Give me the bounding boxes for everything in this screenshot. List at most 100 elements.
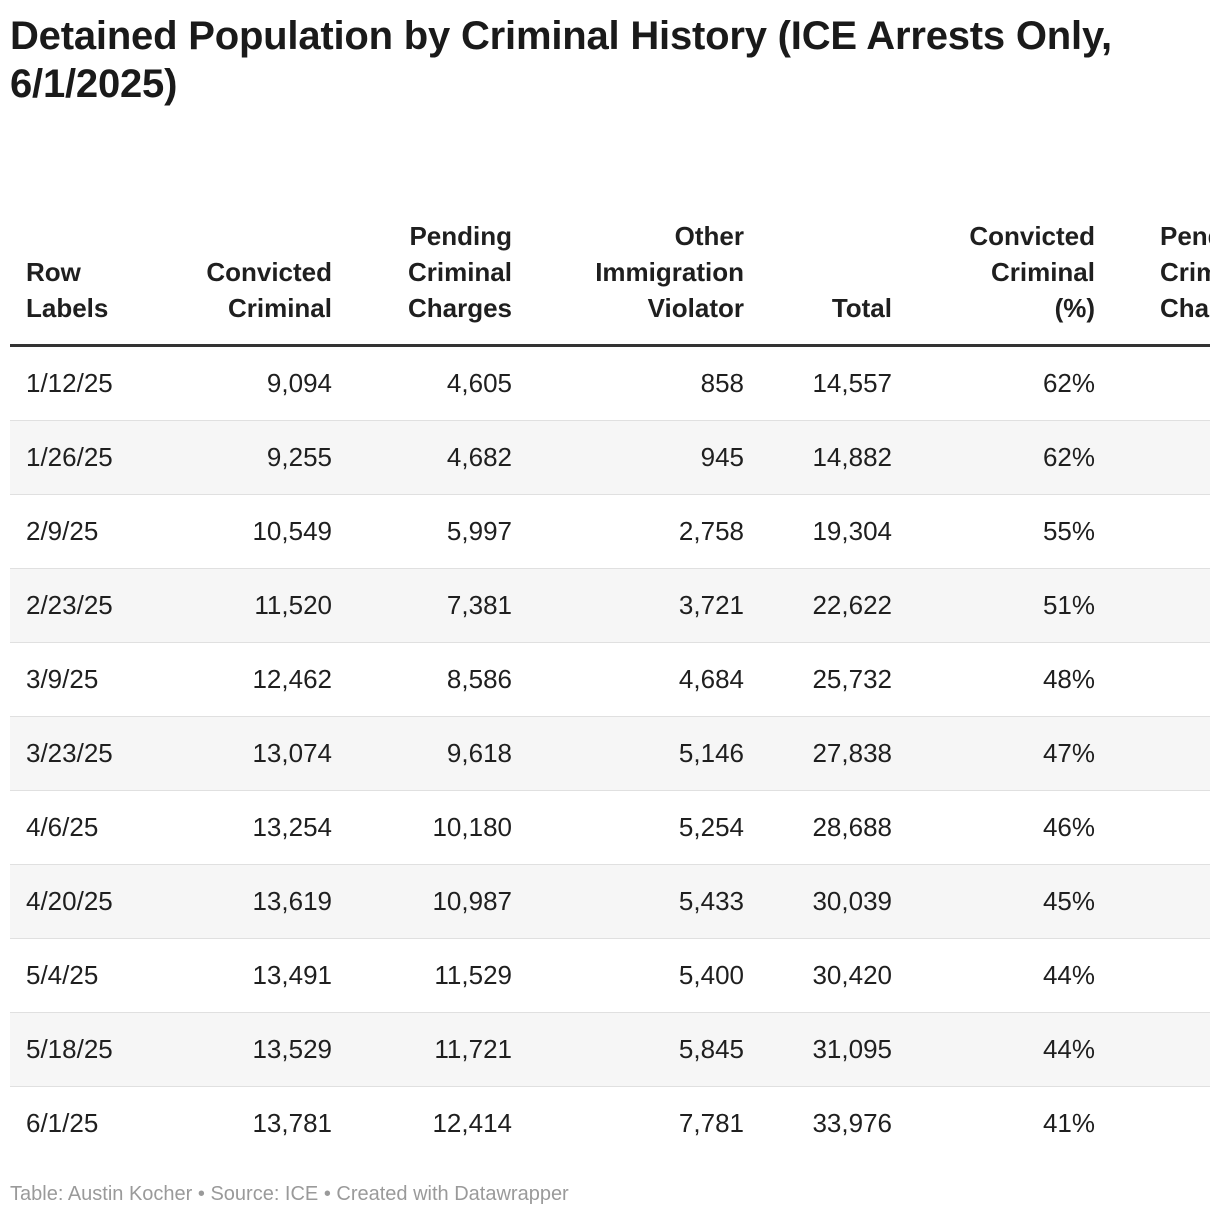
value-cell [1095,345,1210,421]
value-cell: 8,586 [332,642,512,717]
table-row: 5/4/25 13,491 11,529 5,400 30,420 44% [10,938,1210,1013]
source-footer: Table: Austin Kocher • Source: ICE • Cre… [10,1183,569,1205]
column-header-0[interactable]: Row Labels [10,160,168,347]
value-cell: 19,304 [744,494,892,569]
value-cell: 22,622 [744,568,892,643]
row-label-cell: 4/6/25 [10,790,168,865]
column-header-line: Pending [409,221,512,251]
row-label-cell: 3/23/25 [10,716,168,791]
column-header-line: Row [26,257,81,287]
column-header-line: Other [674,221,744,251]
value-cell: 11,529 [332,938,512,1013]
value-cell: 5,845 [512,1012,744,1087]
value-cell: 4,684 [512,642,744,717]
value-cell: 48% [892,642,1095,717]
value-cell: 10,549 [168,494,332,569]
value-cell [1095,642,1210,717]
value-cell: 12,414 [432,1108,512,1138]
column-header-5[interactable]: Convicted Criminal (%) [892,160,1095,347]
table-row: 4/6/25 13,254 10,180 5,254 28,688 46% [10,790,1210,865]
row-label-cell: 2/9/25 [10,494,168,569]
column-header-line: Total [831,293,892,323]
column-header-line: Convicted [969,221,1095,251]
column-header-line: Criminal [1160,257,1210,287]
column-header-line: Criminal [227,293,332,323]
value-cell: 13,781 [252,1108,332,1138]
value-cell: 9,255 [168,420,332,495]
table-row: 6/1/25 13,781 12,414 7,781 33,976 41% [10,1087,1210,1145]
column-header-line: Immigration [595,257,744,287]
table-title: Detained Population by Criminal History … [10,14,1112,106]
value-cell: 5,997 [332,494,512,569]
value-cell: 4,682 [332,420,512,495]
table-row: 5/18/25 13,529 11,721 5,845 31,095 44% [10,1012,1210,1087]
value-cell: 13,619 [168,864,332,939]
row-label-cell: 1/12/25 [10,345,168,421]
row-label-cell: 2/23/25 [10,568,168,643]
value-cell: 31,095 [744,1012,892,1087]
value-cell: 13,254 [168,790,332,865]
value-cell [1095,568,1210,643]
value-cell: 47% [892,716,1095,791]
table-row: 3/23/25 13,074 9,618 5,146 27,838 47% [10,716,1210,791]
value-cell: 7,781 [678,1108,744,1138]
value-cell [1095,1012,1210,1087]
value-cell: 11,520 [168,568,332,643]
row-label-cell: 3/9/25 [10,642,168,717]
value-cell: 44% [892,938,1095,1013]
value-cell: 28,688 [744,790,892,865]
value-cell: 858 [512,345,744,421]
value-cell: 945 [512,420,744,495]
value-cell: 10,180 [332,790,512,865]
column-header-4[interactable]: Total [744,160,892,347]
row-label-cell: 6/1/25 [26,1108,99,1138]
table-body: 1/12/25 9,094 4,605 858 14,557 62% 1/26/25 9,25… [10,345,1210,1145]
value-cell: 2,758 [512,494,744,569]
table-viewport[interactable]: Row Labels Convicted Criminal Pending Crimina… [10,160,1210,1144]
value-cell [1095,790,1210,865]
column-header-line: Charges [407,293,512,323]
value-cell: 41% [1042,1108,1095,1138]
column-header-line: Labels [26,293,109,323]
value-cell: 5,433 [512,864,744,939]
value-cell: 9,094 [168,345,332,421]
column-header-line: Criminal [407,257,512,287]
table-row: 1/12/25 9,094 4,605 858 14,557 62% [10,345,1210,421]
table-header: Row Labels Convicted Criminal Pending Crimina… [10,160,1210,347]
value-cell: 10,987 [332,864,512,939]
value-cell [1095,938,1210,1013]
column-header-line: Convicted [206,257,332,287]
column-header-6[interactable]: Pending Criminal Charges [1095,160,1210,347]
value-cell: 46% [892,790,1095,865]
row-label-cell: 5/4/25 [10,938,168,1013]
value-cell: 62% [892,420,1095,495]
column-header-line: (%) [1054,293,1095,323]
value-cell: 30,420 [744,938,892,1013]
column-header-line: Charges [1160,293,1210,323]
value-cell: 55% [892,494,1095,569]
column-header-3[interactable]: Other Immigration Violator [512,160,744,347]
value-cell: 9,618 [332,716,512,791]
value-cell: 45% [892,864,1095,939]
value-cell [1095,864,1210,939]
value-cell: 5,400 [512,938,744,1013]
value-cell [1095,716,1210,791]
value-cell: 12,462 [168,642,332,717]
table-row: 3/9/25 12,462 8,586 4,684 25,732 48% [10,642,1210,717]
value-cell: 7,381 [332,568,512,643]
value-cell: 14,557 [744,345,892,421]
table-row: 4/20/25 13,619 10,987 5,433 30,039 45% [10,864,1210,939]
value-cell: 4,605 [332,345,512,421]
row-label-cell: 1/26/25 [10,420,168,495]
value-cell: 44% [892,1012,1095,1087]
column-header-2[interactable]: Pending Criminal Charges [332,160,512,347]
value-cell [1095,494,1210,569]
value-cell: 13,529 [168,1012,332,1087]
column-header-line: Pending [1160,221,1210,251]
value-cell: 62% [892,345,1095,421]
table-row: 2/23/25 11,520 7,381 3,721 22,622 51% [10,568,1210,643]
value-cell [1095,420,1210,495]
column-header-1[interactable]: Convicted Criminal [168,160,332,347]
value-cell: 5,254 [512,790,744,865]
value-cell: 13,491 [168,938,332,1013]
